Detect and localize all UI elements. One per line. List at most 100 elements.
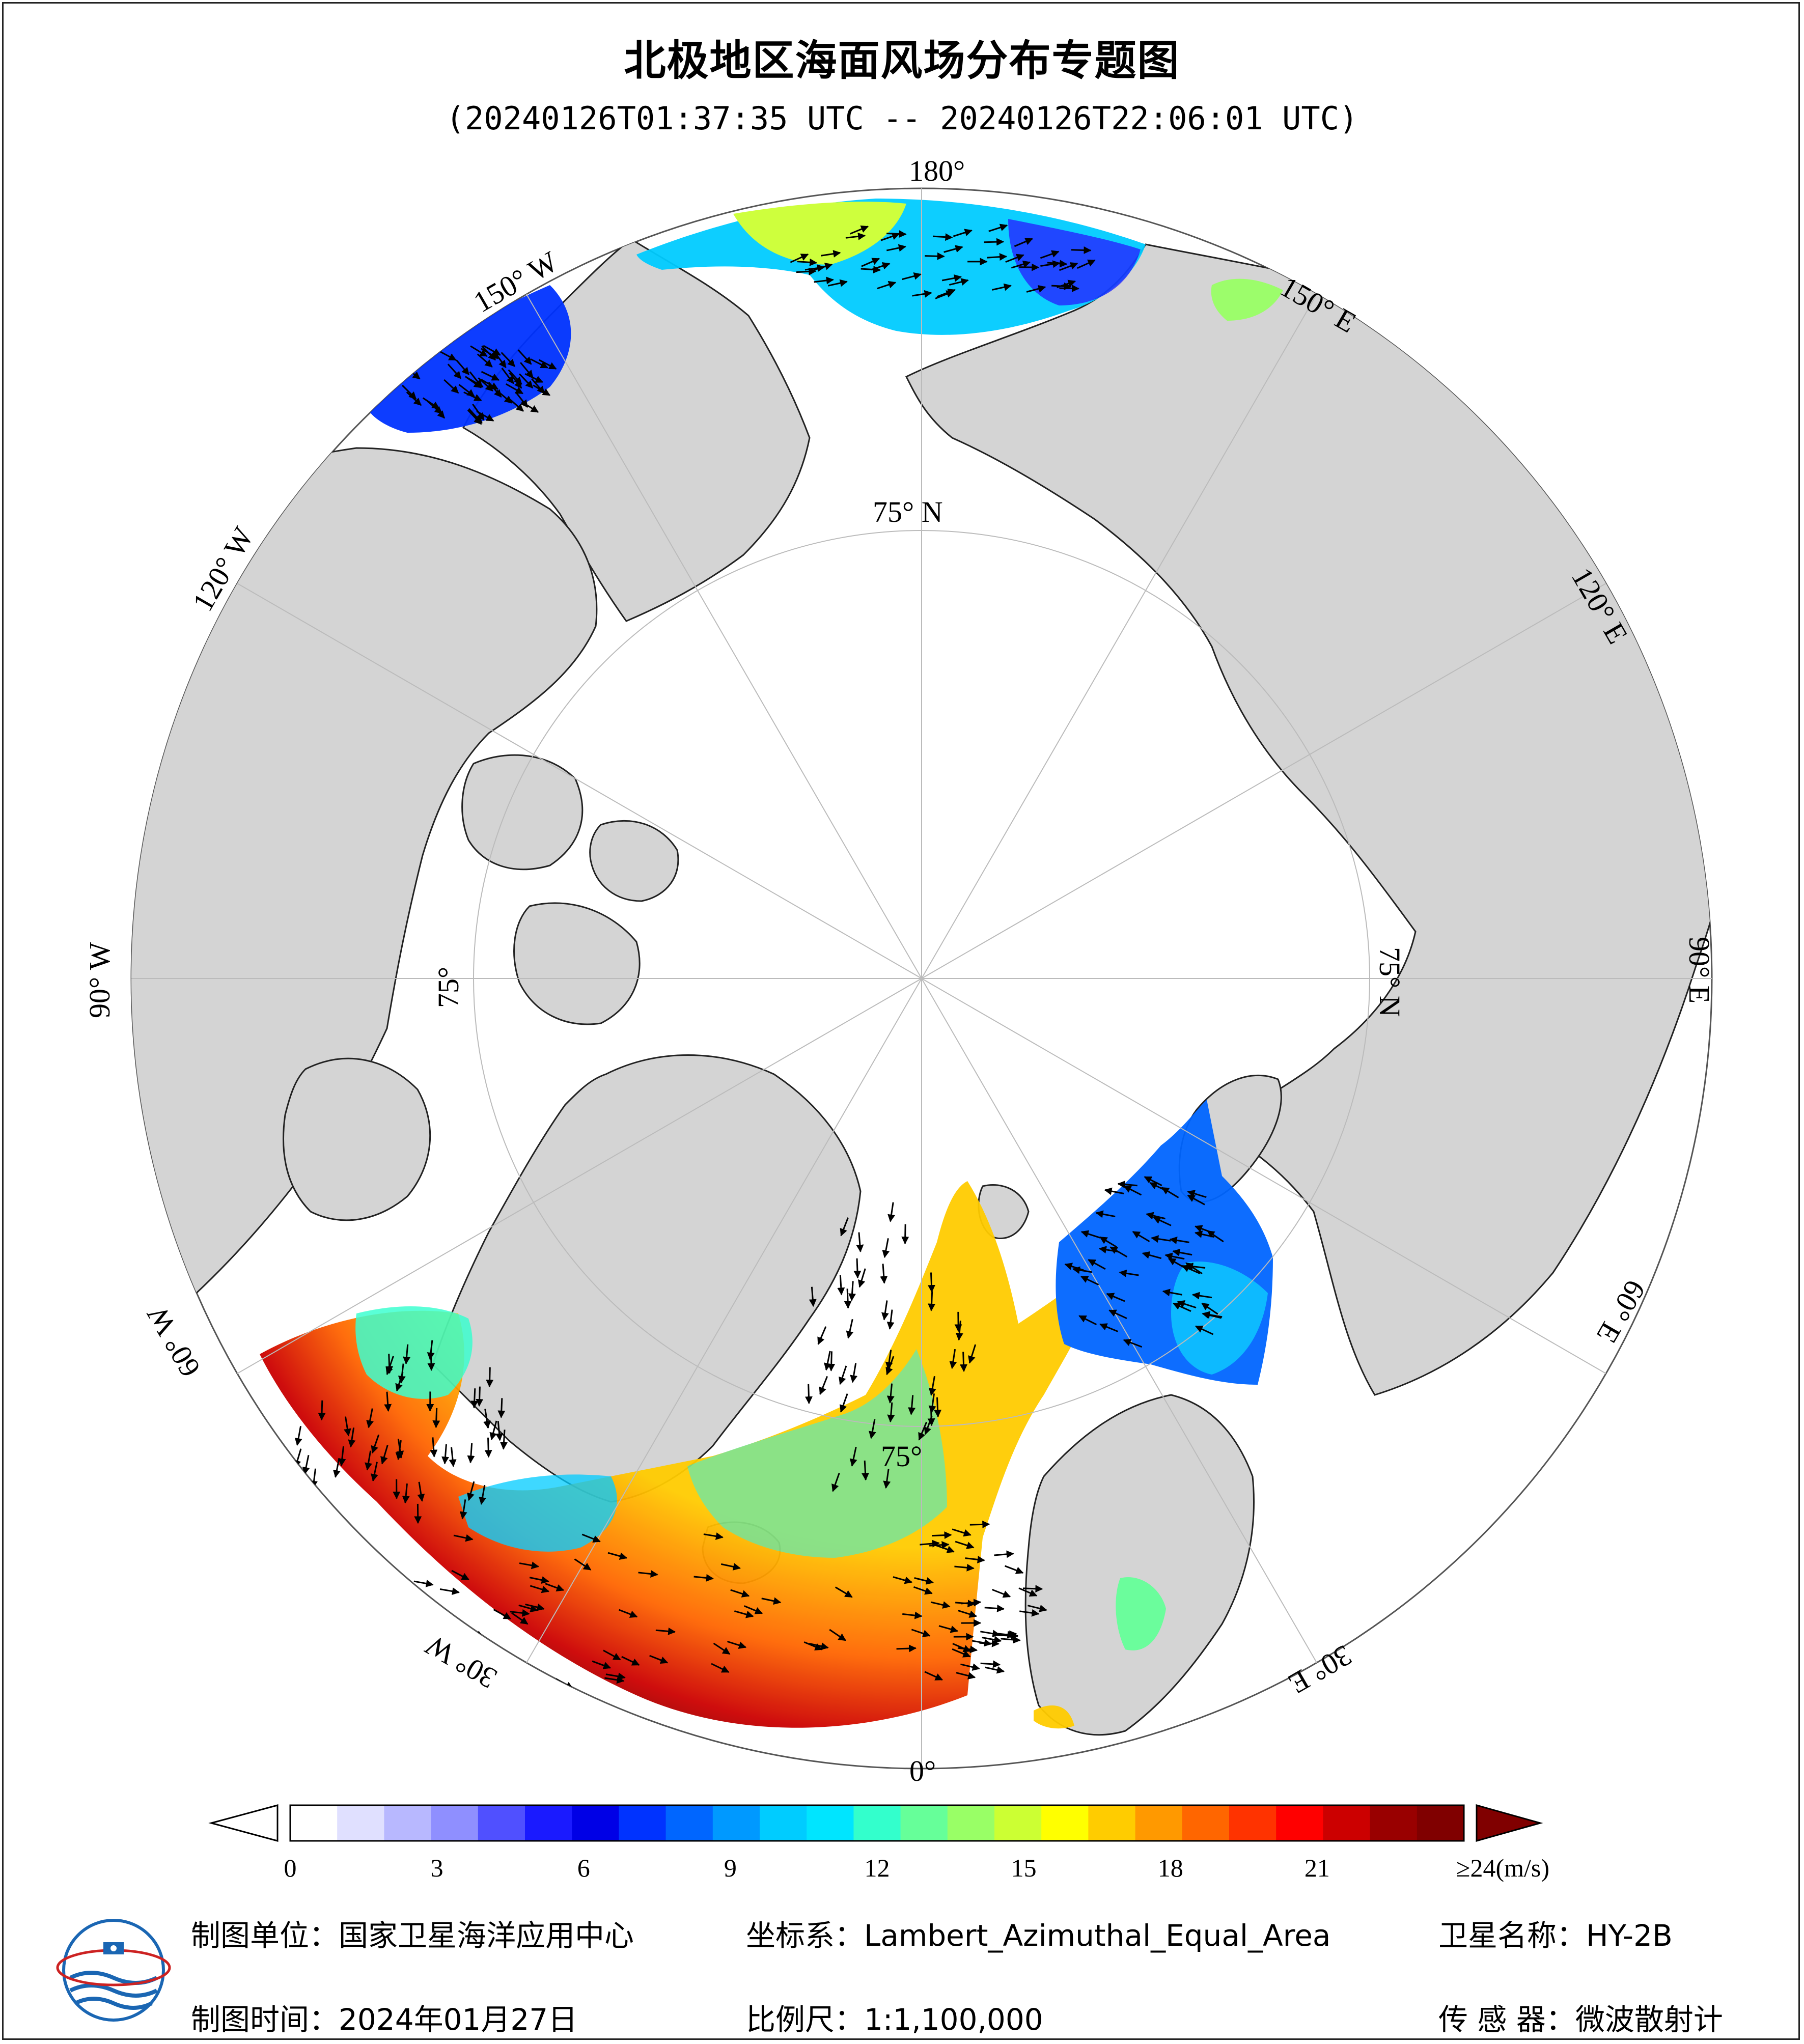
colorbar-cell [1088, 1805, 1136, 1841]
wind-arrow [1088, 1259, 1106, 1270]
colorbar-tick-label: 9 [724, 1854, 737, 1882]
wind-arrow [348, 1427, 356, 1448]
wind-arrow [604, 1676, 625, 1684]
wind-arrow [517, 349, 532, 365]
wind-arrow [840, 1217, 849, 1237]
wind-arrow [862, 1460, 870, 1481]
wind-arrow [1106, 1293, 1125, 1302]
wind-arrow [417, 1481, 425, 1502]
wind-arrow [483, 1409, 491, 1429]
wind-arrow [413, 1580, 434, 1587]
wind-arrow [409, 1604, 428, 1616]
wind-arrow [520, 362, 534, 378]
wind-arrow [932, 1531, 952, 1539]
wind-arrow [426, 400, 443, 414]
colorbar [208, 1804, 1543, 1842]
wind-arrow [1022, 1585, 1043, 1593]
wind-arrow [1026, 285, 1046, 293]
colorbar-tick-label: 6 [577, 1854, 590, 1882]
wind-arrow [396, 1438, 404, 1459]
wind-arrow [1117, 1181, 1137, 1189]
wind-arrow [531, 378, 545, 394]
wind-arrow [837, 1275, 845, 1296]
wind-arrow [887, 1202, 896, 1222]
wind-arrow [1040, 260, 1061, 268]
wind-arrow [294, 1425, 302, 1446]
wind-arrow [991, 1588, 1011, 1598]
wind-patch-gulf-of-alaska [367, 285, 571, 433]
wind-arrow [1018, 1587, 1038, 1597]
wind-arrow [371, 1462, 378, 1482]
wind-arrow [886, 1309, 895, 1330]
wind-arrow [932, 233, 953, 241]
lon-label-90w: 90° W [83, 942, 116, 1018]
wind-arrow [713, 1642, 731, 1655]
wind-arrow [913, 1586, 933, 1595]
wind-arrow [1144, 1176, 1162, 1186]
latitude-labels: 75° N 75° N 75° 75° [432, 495, 1406, 1473]
wind-arrow [1151, 1235, 1171, 1243]
wind-arrow [861, 258, 880, 267]
wind-arrow [449, 1447, 457, 1467]
wind-arrow [1099, 1323, 1119, 1332]
wind-arrow [496, 389, 513, 404]
colorbar-tick-label: 21 [1304, 1854, 1330, 1882]
wind-arrow [459, 1499, 467, 1520]
wind-arrow [402, 1483, 410, 1504]
wind-arrow [1172, 1302, 1191, 1312]
colorbar-tick-label: 18 [1157, 1854, 1183, 1882]
wind-arrow [893, 1576, 912, 1584]
wind-arrow [1187, 1194, 1205, 1206]
wind-arrow [1132, 1230, 1150, 1242]
footer-scale: 比例尺：1:1,100,000 [746, 2002, 1043, 2037]
wind-arrow [928, 1393, 936, 1414]
wind-arrow [1207, 1230, 1224, 1243]
wind-arrow [819, 1376, 828, 1395]
wind-arrow [1109, 1246, 1128, 1258]
wind-arrow [956, 1672, 976, 1679]
colorbar-cell [1276, 1805, 1324, 1841]
colorbar-cell [1135, 1805, 1183, 1841]
wind-arrow [882, 1238, 890, 1258]
wind-arrow [476, 410, 494, 422]
wind-arrow [1187, 1190, 1207, 1198]
wind-arrow [518, 1604, 538, 1612]
wind-arrow [920, 1539, 940, 1548]
wind-arrow [1077, 259, 1096, 269]
wind-arrow [988, 223, 1008, 232]
lat-label-right: 75° N [1373, 947, 1406, 1017]
colorbar-cell [290, 1805, 338, 1841]
wind-arrow [467, 409, 482, 425]
wind-arrow [972, 1639, 992, 1647]
wind-arrow [467, 1481, 475, 1501]
wind-arrow [621, 1656, 640, 1666]
colorbar-tick-label: 0 [284, 1854, 297, 1882]
wind-arrow [965, 1555, 985, 1563]
wind-arrow [877, 281, 897, 290]
wind-arrow [481, 371, 500, 381]
wind-arrow [839, 1365, 847, 1385]
wind-arrow [902, 272, 922, 281]
wind-arrow [987, 253, 1008, 261]
colorbar-cell [1417, 1805, 1464, 1841]
wind-arrow [744, 1605, 763, 1614]
wind-arrow [954, 1563, 975, 1572]
wind-arrow [1108, 1309, 1127, 1320]
colorbar-tick-label: 12 [864, 1854, 890, 1882]
wind-arrow [1040, 250, 1060, 259]
wind-arrow [957, 1610, 977, 1618]
wind-arrow [465, 376, 484, 388]
wind-arrow [366, 1408, 374, 1429]
wind-arrow [953, 229, 973, 237]
lat-label-left: 75° [432, 967, 465, 1008]
wind-arrow [1019, 1609, 1040, 1617]
wind-arrow [495, 1421, 504, 1441]
wind-arrow [997, 1630, 1017, 1638]
wind-arrow [545, 1583, 565, 1592]
lon-label-0: 0° [909, 1754, 936, 1787]
map-title: 北极地区海面风场分布专题图 [624, 37, 1180, 85]
wind-arrow [447, 363, 462, 379]
wind-arrow [1153, 1216, 1172, 1226]
wind-arrow [908, 1395, 916, 1415]
wind-arrow [371, 1434, 380, 1454]
